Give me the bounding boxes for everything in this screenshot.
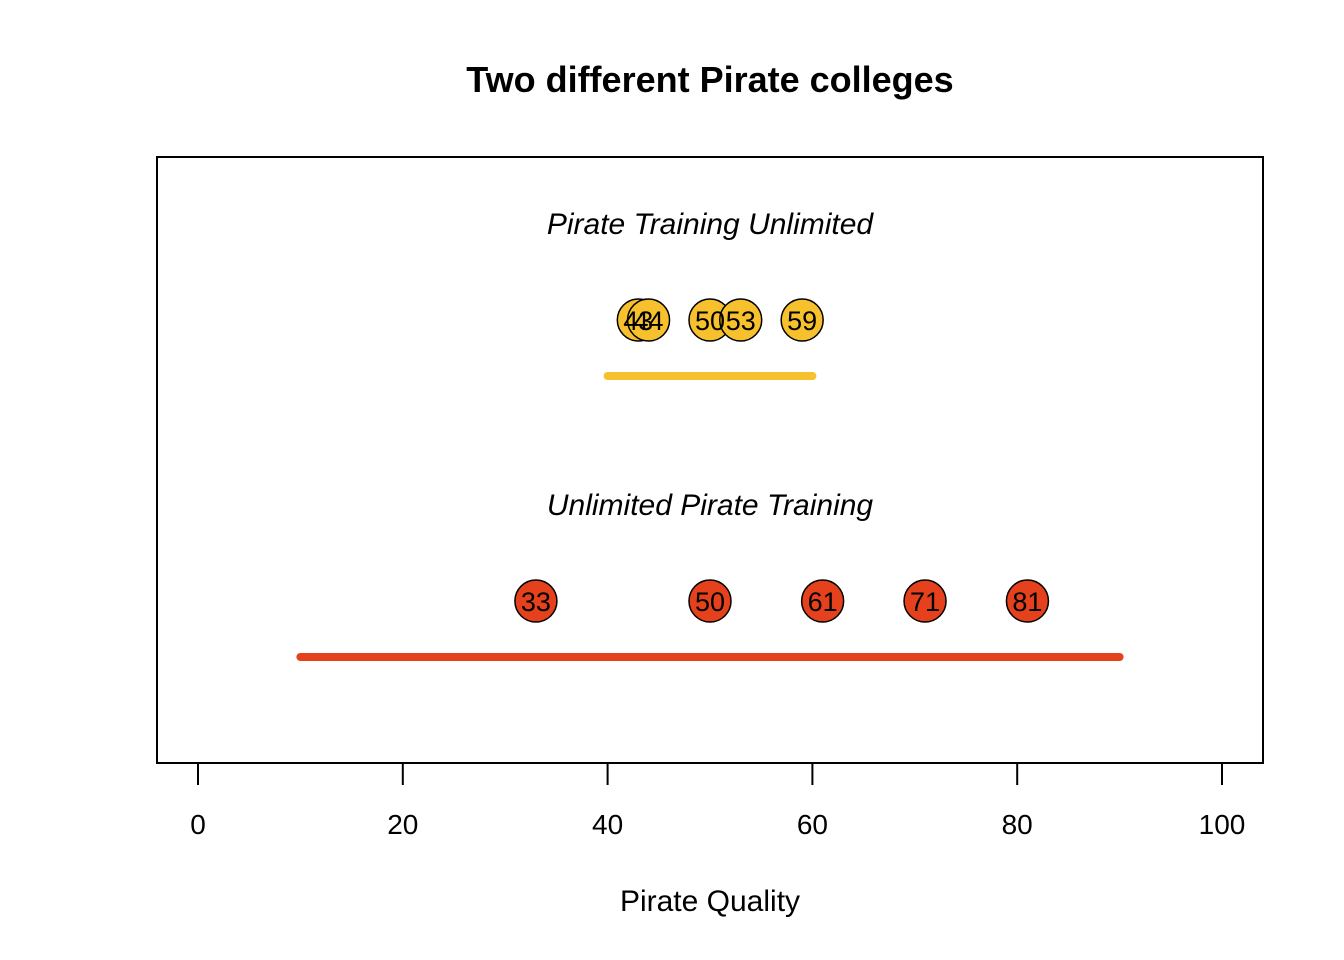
series-label: Pirate Training Unlimited <box>547 208 875 241</box>
data-point <box>800 579 845 623</box>
x-tick-label: 20 <box>387 809 418 840</box>
data-point-label: 43 <box>623 306 653 336</box>
x-tick-label: 40 <box>592 809 623 840</box>
x-tick-label: 60 <box>797 809 828 840</box>
series-label: Unlimited Pirate Training <box>547 489 874 522</box>
x-axis-label: Pirate Quality <box>620 885 800 918</box>
data-point-label: 50 <box>695 306 725 336</box>
data-point <box>514 579 558 623</box>
data-point-label: 59 <box>787 306 817 336</box>
x-tick-label: 0 <box>190 809 206 840</box>
data-point <box>903 579 947 623</box>
x-tick-label: 100 <box>1199 809 1246 840</box>
data-point-label: 44 <box>634 306 664 336</box>
data-point-label: 50 <box>695 587 725 617</box>
data-point <box>688 579 732 623</box>
series-group: Unlimited Pirate Training 33 50 61 71 81 <box>296 489 1124 661</box>
data-point <box>780 298 824 342</box>
x-tick-label: 80 <box>1002 809 1033 840</box>
data-point-label: 71 <box>910 587 940 617</box>
plot-frame <box>156 156 1264 764</box>
chart-title: Two different Pirate colleges <box>466 59 953 100</box>
data-point-label: 81 <box>1012 587 1042 617</box>
data-point-label: 33 <box>521 587 551 617</box>
data-point <box>1005 579 1050 623</box>
x-axis: 0 20 40 60 80 100 <box>190 762 1246 840</box>
data-point <box>718 298 763 342</box>
data-point <box>626 298 671 342</box>
data-point-label: 61 <box>808 587 838 617</box>
data-point-label: 53 <box>726 306 756 336</box>
